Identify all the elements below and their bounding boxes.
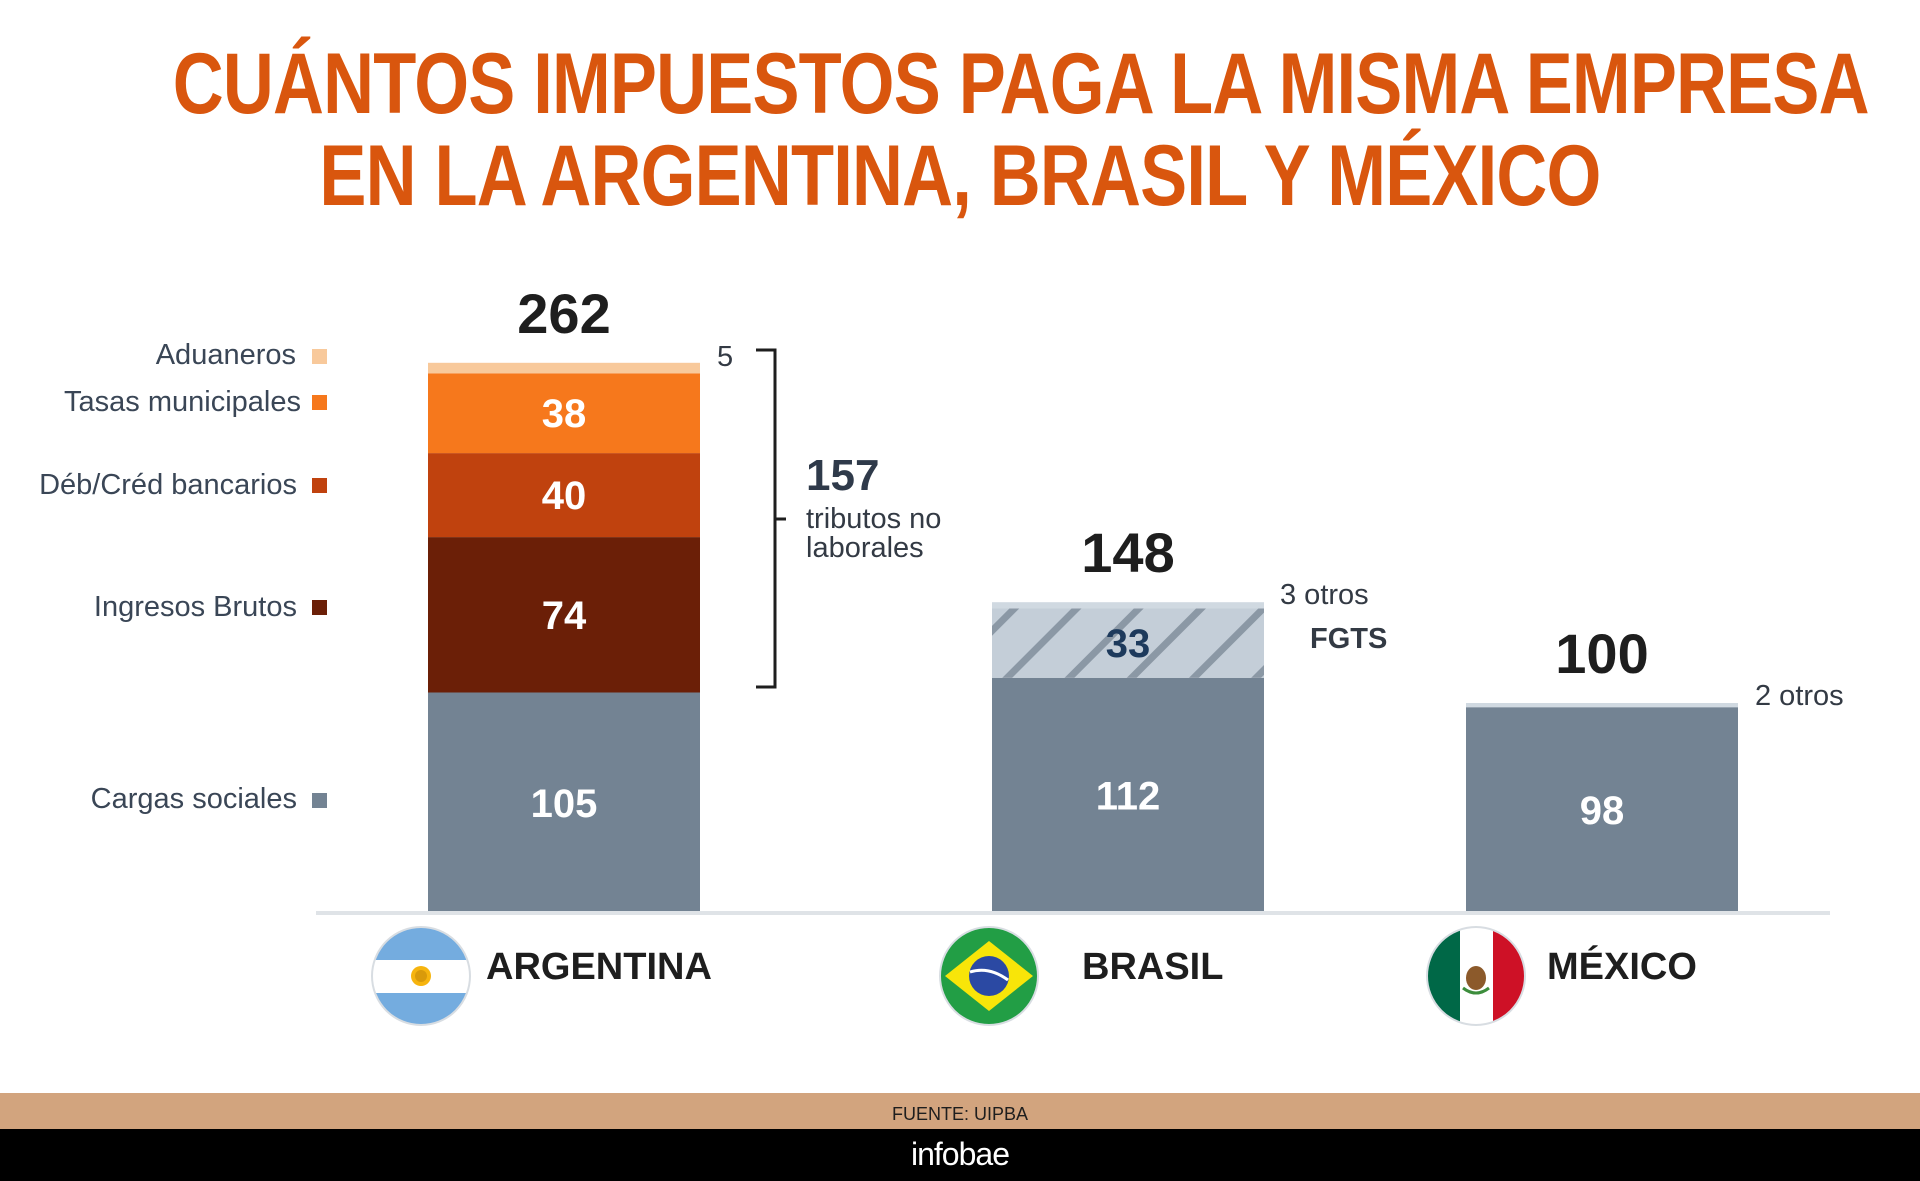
- annotation-brasil-fgts: FGTS: [1310, 623, 1387, 655]
- bars-layer: [428, 362, 1738, 913]
- annotation-mexico-otros: 2 otros: [1755, 680, 1844, 712]
- legend-swatch-debcred: [312, 478, 327, 493]
- brazil-flag-icon: [940, 927, 1038, 1025]
- chart-title-line-1: CUÁNTOS IMPUESTOS PAGA LA MISMA EMPRESA: [172, 36, 1870, 132]
- bar-segment-brasil-fgts: [992, 608, 1264, 678]
- legend-label-debcred: Déb/Créd bancarios: [39, 469, 297, 501]
- legend-label-aduaneros: Aduaneros: [156, 339, 296, 371]
- bar-segment-argentina-cargas-sociales: [428, 692, 700, 913]
- legend: Aduaneros Tasas municipales Déb/Créd ban…: [39, 339, 327, 815]
- chart-title: CUÁNTOS IMPUESTOS PAGA LA MISMA EMPRESA …: [172, 36, 1870, 224]
- segment-label-argentina-cargas: 105: [531, 782, 598, 826]
- country-label-argentina: ARGENTINA: [486, 946, 712, 988]
- segment-label-argentina-debcred: 40: [542, 474, 587, 518]
- source-bar: FUENTE: UIPBA: [0, 1093, 1920, 1129]
- segment-label-brasil-fgts: 33: [1106, 622, 1151, 666]
- legend-swatch-ingresos: [312, 600, 327, 615]
- bar-segment-mexico-cargas-sociales: [1466, 707, 1738, 913]
- bracket-value: 157: [806, 451, 879, 500]
- bar-segment-argentina-deb-cred-bancarios: [428, 453, 700, 538]
- country-mexico: MÉXICO: [1426, 926, 1697, 1026]
- chart-title-line-2: EN LA ARGENTINA, BRASIL Y MÉXICO: [319, 128, 1601, 224]
- bracket-line: [756, 348, 777, 689]
- country-argentina: ARGENTINA: [371, 926, 712, 1026]
- legend-label-tasas: Tasas municipales: [64, 386, 301, 418]
- bar-segment-brasil-cargas-sociales: [992, 677, 1264, 913]
- country-brasil: BRASIL: [939, 926, 1223, 1026]
- bracket-text-line-2: laborales: [806, 532, 924, 564]
- brand-bar: infobae: [0, 1129, 1920, 1181]
- segment-label-mexico-cargas: 98: [1580, 789, 1625, 833]
- segment-label-argentina-ingresos: 74: [542, 594, 587, 638]
- annotation-brasil-otros: 3 otros: [1280, 579, 1369, 611]
- segment-label-argentina-tasas: 38: [542, 392, 587, 436]
- legend-swatch-tasas: [312, 395, 327, 410]
- bar-segment-argentina-tasas-municipales: [428, 373, 700, 454]
- legend-swatch-cargas: [312, 793, 327, 808]
- total-mexico: 100: [1555, 622, 1648, 685]
- legend-label-ingresos: Ingresos Brutos: [94, 591, 297, 623]
- brand-logo: infobae: [911, 1136, 1010, 1172]
- bar-segment-argentina-aduaneros: [428, 362, 700, 374]
- bracket-text-line-1: tributos no: [806, 503, 941, 535]
- country-label-mexico: MÉXICO: [1547, 944, 1697, 988]
- bar-segment-brasil-otros: [992, 602, 1264, 609]
- segment-label-brasil-cargas: 112: [1096, 774, 1161, 818]
- source-text: FUENTE: UIPBA: [891, 1104, 1029, 1124]
- bracket-no-laborales: 157 tributos no laborales: [756, 348, 941, 689]
- legend-swatch-aduaneros: [312, 349, 327, 364]
- total-argentina: 262: [517, 282, 610, 345]
- bar-segment-mexico-otros: [1466, 703, 1738, 708]
- bar-segment-argentina-ingresos-brutos: [428, 537, 700, 693]
- country-label-brasil: BRASIL: [1082, 946, 1223, 988]
- legend-label-cargas: Cargas sociales: [91, 783, 297, 815]
- stacked-bar-chart: 105 74 40 38 5 112 33 98 262 148 100 Adu…: [39, 282, 1844, 1026]
- segment-label-argentina-aduaneros: 5: [717, 341, 733, 373]
- total-brasil: 148: [1081, 521, 1174, 584]
